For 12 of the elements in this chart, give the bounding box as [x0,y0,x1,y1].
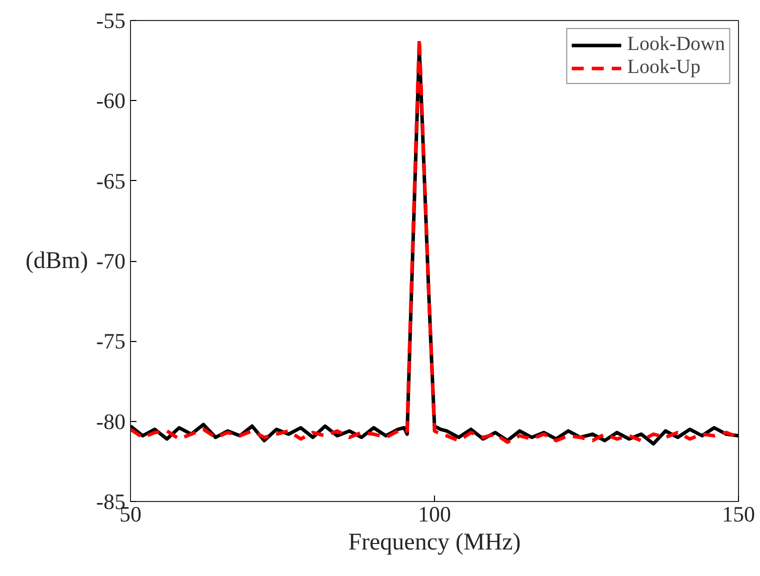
y-tick-label: -70 [96,248,126,274]
legend-label: Look-Up [627,56,701,79]
y-tick-label: -75 [96,328,126,354]
y-tick-label: -80 [96,408,126,434]
legend-label: Look-Down [627,33,725,56]
y-tick-label: -55 [96,8,126,33]
y-tick-label: -65 [96,168,126,194]
x-tick-label: 100 [418,502,451,526]
y-axis-title: (dBm) [26,248,88,274]
x-tick-label: 150 [722,502,755,526]
x-axis-title: Frequency (MHz) [348,530,521,556]
y-tick-label: -60 [96,88,126,114]
